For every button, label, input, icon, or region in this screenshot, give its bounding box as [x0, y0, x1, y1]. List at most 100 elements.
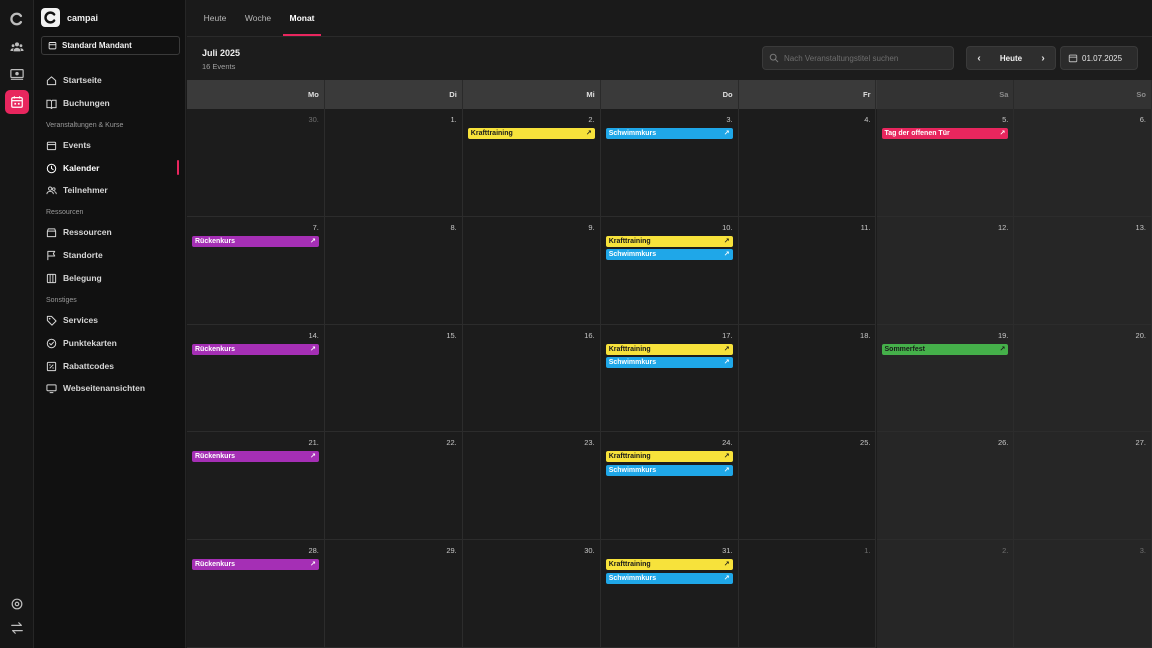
day-cell[interactable]: 16. [462, 324, 601, 433]
sidebar-item-standorte[interactable]: Standorte [46, 247, 180, 263]
day-cell[interactable]: 8. [324, 216, 463, 325]
event-chip[interactable]: Sommerfest ↗ [881, 343, 1009, 355]
day-cell[interactable]: 1. [738, 540, 877, 648]
next-month-button[interactable]: › [1041, 52, 1045, 64]
search-box[interactable] [762, 46, 954, 70]
sidebar-item-belegung[interactable]: Belegung [46, 270, 180, 286]
day-cell[interactable]: 9. [462, 216, 601, 325]
external-link-icon[interactable]: ↗ [310, 561, 316, 569]
day-cell[interactable]: 31. Krafttraining ↗ Schwimmkurs ↗ [600, 540, 739, 648]
sidebar-item-rabattcodes[interactable]: Rabattcodes [46, 358, 180, 374]
external-link-icon[interactable]: ↗ [723, 466, 730, 474]
external-link-icon[interactable]: ↗ [723, 359, 730, 367]
finance-icon[interactable] [7, 64, 27, 84]
day-cell[interactable]: 7. Rückenkurs ↗ [187, 216, 325, 325]
brand[interactable]: campai [41, 8, 98, 27]
event-chip[interactable]: Krafttraining ↗ [605, 451, 733, 463]
members-icon[interactable] [7, 37, 27, 57]
external-link-icon[interactable]: ↗ [310, 237, 316, 245]
sidebar-item-ressourcen[interactable]: Ressourcen [46, 224, 180, 240]
switch-icon[interactable] [7, 618, 27, 638]
day-cell[interactable]: 4. [738, 109, 877, 217]
sidebar-item-kalender[interactable]: Kalender [46, 160, 180, 176]
tab-woche[interactable]: Woche [244, 13, 272, 23]
day-number: 7. [312, 222, 319, 232]
day-number: 2. [1002, 546, 1009, 556]
external-link-icon[interactable]: ↗ [723, 237, 730, 245]
today-button[interactable]: Heute [999, 53, 1023, 63]
event-chip[interactable]: Schwimmkurs ↗ [605, 128, 733, 139]
event-chip[interactable]: Krafttraining ↗ [605, 235, 733, 247]
day-cell[interactable]: 3. Schwimmkurs ↗ [600, 109, 739, 217]
event-chip[interactable]: Rückenkurs ↗ [192, 451, 319, 463]
external-link-icon[interactable]: ↗ [999, 345, 1006, 353]
day-cell[interactable]: 26. [876, 432, 1015, 541]
event-title: Krafttraining [608, 237, 651, 245]
day-cell[interactable]: 11. [738, 216, 877, 325]
day-cell[interactable]: 30. [462, 540, 601, 648]
external-link-icon[interactable]: ↗ [310, 453, 316, 461]
external-link-icon[interactable]: ↗ [723, 345, 730, 353]
event-chip[interactable]: Krafttraining ↗ [467, 128, 595, 139]
event-chip[interactable]: Krafttraining ↗ [605, 559, 733, 571]
external-link-icon[interactable]: ↗ [723, 574, 730, 582]
day-cell[interactable]: 13. [1014, 216, 1152, 325]
sidebar-item-teilnehmer[interactable]: Teilnehmer [46, 182, 180, 198]
day-cell[interactable]: 2. [876, 540, 1015, 648]
calendar-app-icon[interactable] [5, 90, 29, 114]
day-cell[interactable]: 21. Rückenkurs ↗ [187, 432, 325, 541]
external-link-icon[interactable]: ↗ [723, 561, 730, 569]
prev-month-button[interactable]: ‹ [977, 52, 981, 64]
day-cell[interactable]: 18. [738, 324, 877, 433]
day-cell[interactable]: 17. Krafttraining ↗ Schwimmkurs ↗ [600, 324, 739, 433]
tab-monat[interactable]: Monat [283, 0, 321, 36]
external-link-icon[interactable]: ↗ [999, 130, 1006, 137]
event-chip[interactable]: Rückenkurs ↗ [192, 559, 319, 571]
sidebar-item-buchungen[interactable]: Buchungen [46, 95, 180, 111]
day-cell[interactable]: 23. [462, 432, 601, 541]
date-picker-button[interactable]: 01.07.2025 [1060, 46, 1138, 70]
event-chip[interactable]: Krafttraining ↗ [605, 343, 733, 355]
day-cell[interactable]: 29. [324, 540, 463, 648]
event-chip[interactable]: Schwimmkurs ↗ [605, 572, 733, 584]
event-chip[interactable]: Rückenkurs ↗ [192, 343, 319, 355]
sidebar-item-services[interactable]: Services [46, 312, 180, 328]
sidebar-item-webseitenansichten[interactable]: Webseitenansichten [46, 380, 180, 396]
sidebar-item-punktekarten[interactable]: Punktekarten [46, 335, 180, 351]
event-chip[interactable]: Schwimmkurs ↗ [605, 249, 733, 261]
day-cell[interactable]: 14. Rückenkurs ↗ [187, 324, 325, 433]
external-link-icon[interactable]: ↗ [310, 345, 316, 353]
day-cell[interactable]: 3. [1014, 540, 1152, 648]
tenant-selector[interactable]: Standard Mandant [41, 36, 180, 55]
external-link-icon[interactable]: ↗ [723, 251, 730, 259]
day-cell[interactable]: 20. [1014, 324, 1152, 433]
day-cell[interactable]: 1. [324, 109, 463, 217]
day-cell[interactable]: 12. [876, 216, 1015, 325]
day-cell[interactable]: 27. [1014, 432, 1152, 541]
day-cell[interactable]: 22. [324, 432, 463, 541]
event-chip[interactable]: Tag der offenen Tür ↗ [881, 128, 1009, 139]
event-chip[interactable]: Schwimmkurs ↗ [605, 357, 733, 369]
day-cell[interactable]: 15. [324, 324, 463, 433]
day-cell[interactable]: 5. Tag der offenen Tür ↗ [876, 109, 1015, 217]
day-cell[interactable]: 25. [738, 432, 877, 541]
sidebar-item-startseite[interactable]: Startseite [46, 72, 180, 88]
tab-heute[interactable]: Heute [203, 13, 227, 23]
event-chip[interactable]: Schwimmkurs ↗ [605, 464, 733, 476]
search-input[interactable] [784, 53, 949, 63]
day-cell[interactable]: 6. [1014, 109, 1152, 217]
settings-icon[interactable] [7, 594, 27, 614]
weekday-so: So [1014, 80, 1152, 109]
external-link-icon[interactable]: ↗ [585, 130, 592, 137]
day-cell[interactable]: 10. Krafttraining ↗ Schwimmkurs ↗ [600, 216, 739, 325]
day-cell[interactable]: 24. Krafttraining ↗ Schwimmkurs ↗ [600, 432, 739, 541]
external-link-icon[interactable]: ↗ [723, 130, 730, 137]
day-cell[interactable]: 19. Sommerfest ↗ [876, 324, 1015, 433]
event-chip[interactable]: Rückenkurs ↗ [192, 235, 319, 247]
sidebar-item-events[interactable]: Events [46, 137, 180, 153]
day-cell[interactable]: 30. [187, 109, 325, 217]
campai-logo-icon[interactable] [7, 9, 27, 29]
day-cell[interactable]: 28. Rückenkurs ↗ [187, 540, 325, 648]
external-link-icon[interactable]: ↗ [723, 453, 730, 461]
day-cell[interactable]: 2. Krafttraining ↗ [462, 109, 601, 217]
